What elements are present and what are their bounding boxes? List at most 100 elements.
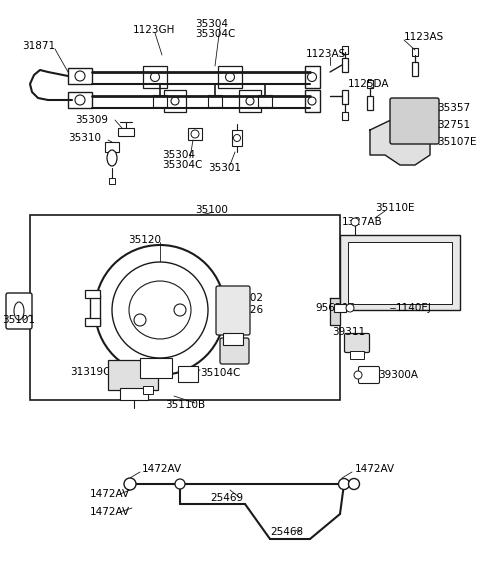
Text: 35107E: 35107E [437, 137, 477, 147]
Bar [143, 66, 167, 88]
Bar [258, 95, 272, 107]
Text: 1123AS: 1123AS [306, 49, 346, 59]
Text: 39300A: 39300A [378, 370, 418, 380]
Text: 35304C: 35304C [195, 29, 235, 39]
Text: 35110E: 35110E [375, 203, 415, 213]
FancyBboxPatch shape [345, 333, 370, 353]
Text: 1472AV: 1472AV [90, 507, 130, 517]
Circle shape [171, 97, 179, 105]
Circle shape [354, 371, 362, 379]
Bar [232, 130, 242, 146]
Text: 25468: 25468 [270, 527, 303, 537]
Circle shape [191, 130, 199, 138]
Circle shape [151, 73, 159, 81]
Circle shape [95, 245, 225, 375]
Text: 31871: 31871 [22, 41, 55, 51]
Bar [367, 96, 373, 110]
Circle shape [233, 135, 240, 141]
Text: 35104C: 35104C [200, 368, 240, 378]
Text: 25469: 25469 [210, 493, 243, 503]
Text: 35304: 35304 [195, 19, 228, 29]
Text: 32751: 32751 [437, 120, 470, 130]
Circle shape [246, 97, 254, 105]
Circle shape [175, 479, 185, 489]
Bar [412, 62, 418, 76]
Text: 35110B: 35110B [165, 400, 205, 410]
Text: 1472AV: 1472AV [142, 464, 182, 474]
Text: 1327AB: 1327AB [342, 217, 383, 227]
Text: 35357: 35357 [437, 103, 470, 113]
Bar [105, 142, 119, 152]
Bar [188, 128, 202, 140]
Circle shape [112, 262, 208, 358]
Polygon shape [330, 298, 340, 325]
FancyBboxPatch shape [216, 286, 250, 335]
Bar [90, 295, 100, 325]
Text: 39311: 39311 [332, 327, 365, 337]
Circle shape [124, 478, 136, 490]
Bar [342, 90, 348, 104]
Circle shape [308, 73, 316, 81]
Bar [305, 66, 320, 88]
Text: 35304C: 35304C [162, 160, 203, 170]
Circle shape [174, 304, 186, 316]
Bar [68, 92, 92, 108]
Bar [348, 242, 452, 304]
Circle shape [308, 97, 316, 105]
Bar [334, 304, 346, 312]
Bar [153, 95, 167, 107]
Text: 31319C: 31319C [70, 367, 110, 377]
Bar [85, 318, 100, 326]
Text: 1123AS: 1123AS [404, 32, 444, 42]
Bar [118, 128, 134, 136]
Bar [218, 66, 242, 88]
Text: 1472AV: 1472AV [355, 464, 395, 474]
Bar [143, 386, 153, 394]
FancyBboxPatch shape [6, 293, 32, 329]
Circle shape [75, 95, 85, 105]
Text: 35309: 35309 [75, 115, 108, 125]
Ellipse shape [14, 302, 24, 320]
Bar [367, 80, 373, 88]
Bar [108, 360, 158, 390]
Bar [342, 46, 348, 54]
Bar [342, 112, 348, 120]
Bar [178, 366, 198, 382]
Text: 35102: 35102 [230, 293, 263, 303]
Text: 35100: 35100 [195, 205, 228, 215]
Circle shape [75, 71, 85, 81]
Circle shape [346, 304, 354, 312]
Text: 1140EJ: 1140EJ [396, 303, 432, 313]
Text: 1123GH: 1123GH [133, 25, 175, 35]
Circle shape [134, 314, 146, 326]
FancyBboxPatch shape [359, 366, 380, 383]
Text: 1125DA: 1125DA [348, 79, 389, 89]
Circle shape [338, 479, 349, 489]
Circle shape [226, 73, 235, 81]
Text: 35101: 35101 [2, 315, 35, 325]
Text: 1472AV: 1472AV [90, 489, 130, 499]
Text: 35301: 35301 [208, 163, 241, 173]
Bar [223, 333, 243, 345]
Bar [85, 290, 100, 298]
Polygon shape [370, 118, 430, 165]
Bar [342, 58, 348, 72]
Text: 35304: 35304 [162, 150, 195, 160]
FancyBboxPatch shape [390, 98, 439, 144]
Bar [68, 68, 92, 84]
FancyBboxPatch shape [220, 338, 249, 364]
Bar [30, 215, 340, 400]
Bar [120, 388, 148, 400]
Text: 35310: 35310 [68, 133, 101, 143]
Bar [109, 178, 115, 184]
Bar [164, 90, 186, 112]
Text: 35126: 35126 [230, 305, 263, 315]
Ellipse shape [129, 281, 191, 339]
Bar [305, 90, 320, 112]
Bar [140, 358, 172, 378]
Circle shape [348, 479, 360, 489]
Bar [350, 351, 364, 359]
Text: 95620E: 95620E [315, 303, 355, 313]
Bar [412, 48, 418, 56]
Circle shape [351, 218, 359, 226]
